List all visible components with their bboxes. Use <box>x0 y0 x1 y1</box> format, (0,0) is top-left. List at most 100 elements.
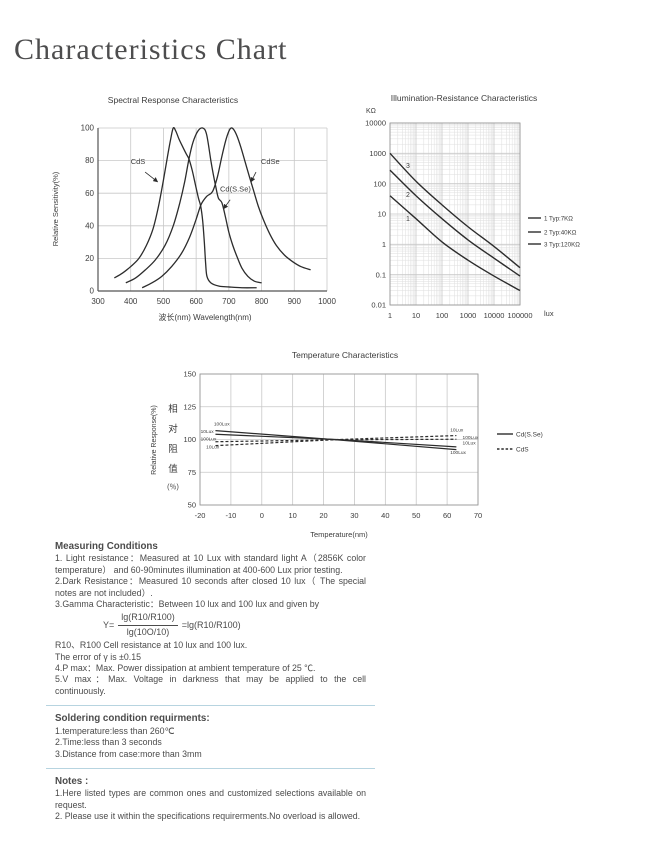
series <box>389 152 521 292</box>
text-sections: Measuring Conditions 1. Light resistance… <box>46 541 375 823</box>
notes-item: 1.Here listed types are common ones and … <box>55 788 366 810</box>
measuring-conditions-heading: Measuring Conditions <box>55 541 158 552</box>
x-tick-label: 900 <box>288 297 302 306</box>
x-tick-label: 10 <box>412 311 420 320</box>
series-cds <box>114 127 257 289</box>
chart-legend: 1 Typ:7KΩ 2 Typ:40KΩ 3 Typ:120KΩ <box>528 215 580 248</box>
y-tick-label: 125 <box>183 402 196 411</box>
annotation-label: 10Lux <box>450 428 464 434</box>
legend-label: 2 Typ:40KΩ <box>544 229 577 236</box>
legend-label: Cd(S.Se) <box>516 431 543 438</box>
annotations: 100Lux10Lux100Lux10Lux10Lux100Lux10Lux10… <box>201 422 479 456</box>
formula-lhs: Y= <box>103 619 115 630</box>
y-tick-label: 60 <box>85 189 94 198</box>
y-tick-label: 75 <box>188 468 196 477</box>
measuring-paragraph: 4.P max：Max. Power dissipation at ambien… <box>55 663 316 674</box>
section-divider <box>46 705 375 707</box>
x-tick-label: 10000 <box>484 311 505 320</box>
section-divider <box>46 767 375 769</box>
y-unit-label: KΩ <box>366 108 376 115</box>
x-tick-label: 30 <box>350 511 358 520</box>
annotation-label: CdS <box>131 157 146 166</box>
chart-title: Temperature Characteristics <box>292 350 398 360</box>
notes-section: Notes : 1.Here listed types are common o… <box>55 776 366 823</box>
annotation-label: 10Lux <box>206 444 220 450</box>
annotation-label: CdSe <box>261 157 280 166</box>
series <box>114 127 311 289</box>
annotation-label: 2 <box>406 192 410 199</box>
y-tick-label: 20 <box>85 254 94 263</box>
x-tick-label: 500 <box>157 297 171 306</box>
x-tick-label: 70 <box>474 511 482 520</box>
y-tick-label: 1 <box>382 240 386 249</box>
formula-rhs: =lg(R10/R100) <box>181 619 241 630</box>
measuring-paragraphs-after-formula: R10、R100 Cell resistance at 10 lux and 1… <box>55 640 366 697</box>
annotation-label: 10Lux <box>201 429 215 435</box>
annotations: CdS Cd(S.Se) CdSe <box>131 157 280 210</box>
annotation-arrow <box>144 171 159 183</box>
measuring-paragraph: The error of γ is ±0.15 <box>55 651 141 662</box>
x-tick-label: 1 <box>388 311 392 320</box>
x-axis-label: Temperature(nm) <box>310 530 368 539</box>
series-cds-100lux <box>215 438 457 443</box>
measuring-paragraph: 2.Dark Resistance：Measured 10 seconds af… <box>55 576 366 598</box>
x-tick-label: 300 <box>91 297 105 306</box>
annotation-label: 100Lux <box>463 435 479 441</box>
x-tick-label: 40 <box>381 511 389 520</box>
legend-label: CdS <box>516 446 529 453</box>
formula-fraction: lg(R10/R100) lg(10O/10) <box>118 612 178 638</box>
x-tick-label: -10 <box>225 511 236 520</box>
formula-denominator: lg(10O/10) <box>118 624 178 638</box>
x-tick-label: 800 <box>255 297 269 306</box>
annotation-label: 100Lux <box>450 450 466 456</box>
y-axis-label-cn: 相 <box>168 403 178 415</box>
illumination-resistance-chart: 1 10 100 1000 10000 1000001000010001001010.10… <box>365 93 580 320</box>
chart-legend: Cd(S.Se) CdS <box>497 431 543 453</box>
annotations: 3 2 1 <box>406 163 410 223</box>
measuring-paragraph: 3.Gamma Characteristic：Between 10 lux an… <box>55 599 320 610</box>
formula-numerator: lg(R10/R100) <box>121 612 175 623</box>
soldering-items: 1.temperature:less than 260℃ 2.Time:less … <box>55 726 366 760</box>
measuring-paragraphs: 1. Light resistance：Measured at 10 Lux w… <box>55 553 366 610</box>
annotation-label: 3 <box>406 163 410 170</box>
y-axis-label-cn: 值 <box>168 463 178 475</box>
page-title: Characteristics Chart <box>14 33 288 66</box>
y-tick-label: 0.1 <box>376 270 386 279</box>
x-tick-label: 100000 <box>507 311 532 320</box>
y-tick-label: 0 <box>90 287 95 296</box>
y-tick-label: 10000 <box>365 119 386 128</box>
y-axis-label-cn-unit: (％) <box>167 483 179 491</box>
gridlines <box>389 122 521 306</box>
spectral-response-chart: 300 400 500 600 700 800 900 1000 0 20 40 60 80 100 Spe… <box>51 95 337 322</box>
x-tick-label: 1000 <box>460 311 477 320</box>
annotation-label: 1 <box>406 216 410 223</box>
x-tick-label: 10 <box>288 511 296 520</box>
tick-labels: 300 400 500 600 700 800 900 1000 0 20 40 60 80 100 <box>81 124 337 306</box>
series-cd-s-se- <box>125 127 262 284</box>
y-tick-label: 100 <box>81 124 95 133</box>
y-axis-label: Relative Sensitivity(%) <box>51 171 60 246</box>
notes-item: 2. Please use it within the specificatio… <box>55 811 361 822</box>
temperature-characteristics-chart: -20 -10 0 10 20 30 40 50 60 70 50 75 100 125 150 Temper… <box>151 350 543 539</box>
x-axis-label: 波长(nm) Wavelength(nm) <box>158 312 251 322</box>
series <box>215 429 457 451</box>
annotation-label: 100Lux <box>214 422 230 428</box>
x-tick-label: 700 <box>222 297 236 306</box>
y-axis-label: Relative Response(%) <box>151 405 158 475</box>
legend-label: 1 Typ:7KΩ <box>544 215 573 222</box>
soldering-item: 1.temperature:less than 260℃ <box>55 725 175 736</box>
x-tick-label: 20 <box>319 511 327 520</box>
series-cds-10lux <box>215 434 457 447</box>
soldering-item: 3.Distance from case:more than 3mm <box>55 748 202 759</box>
y-tick-label: 100 <box>183 435 196 444</box>
notes-items: 1.Here listed types are common ones and … <box>55 788 366 822</box>
x-tick-label: 600 <box>189 297 203 306</box>
x-unit-label: lux <box>544 309 554 318</box>
y-tick-label: 0.01 <box>371 301 386 310</box>
annotation-arrow <box>223 199 231 210</box>
legend-label: 3 Typ:120KΩ <box>544 241 580 248</box>
x-tick-label: 60 <box>443 511 451 520</box>
series-3 <box>389 152 521 269</box>
tick-labels: -20 -10 0 10 20 30 40 50 60 70 50 75 100 125 150 <box>183 370 482 520</box>
